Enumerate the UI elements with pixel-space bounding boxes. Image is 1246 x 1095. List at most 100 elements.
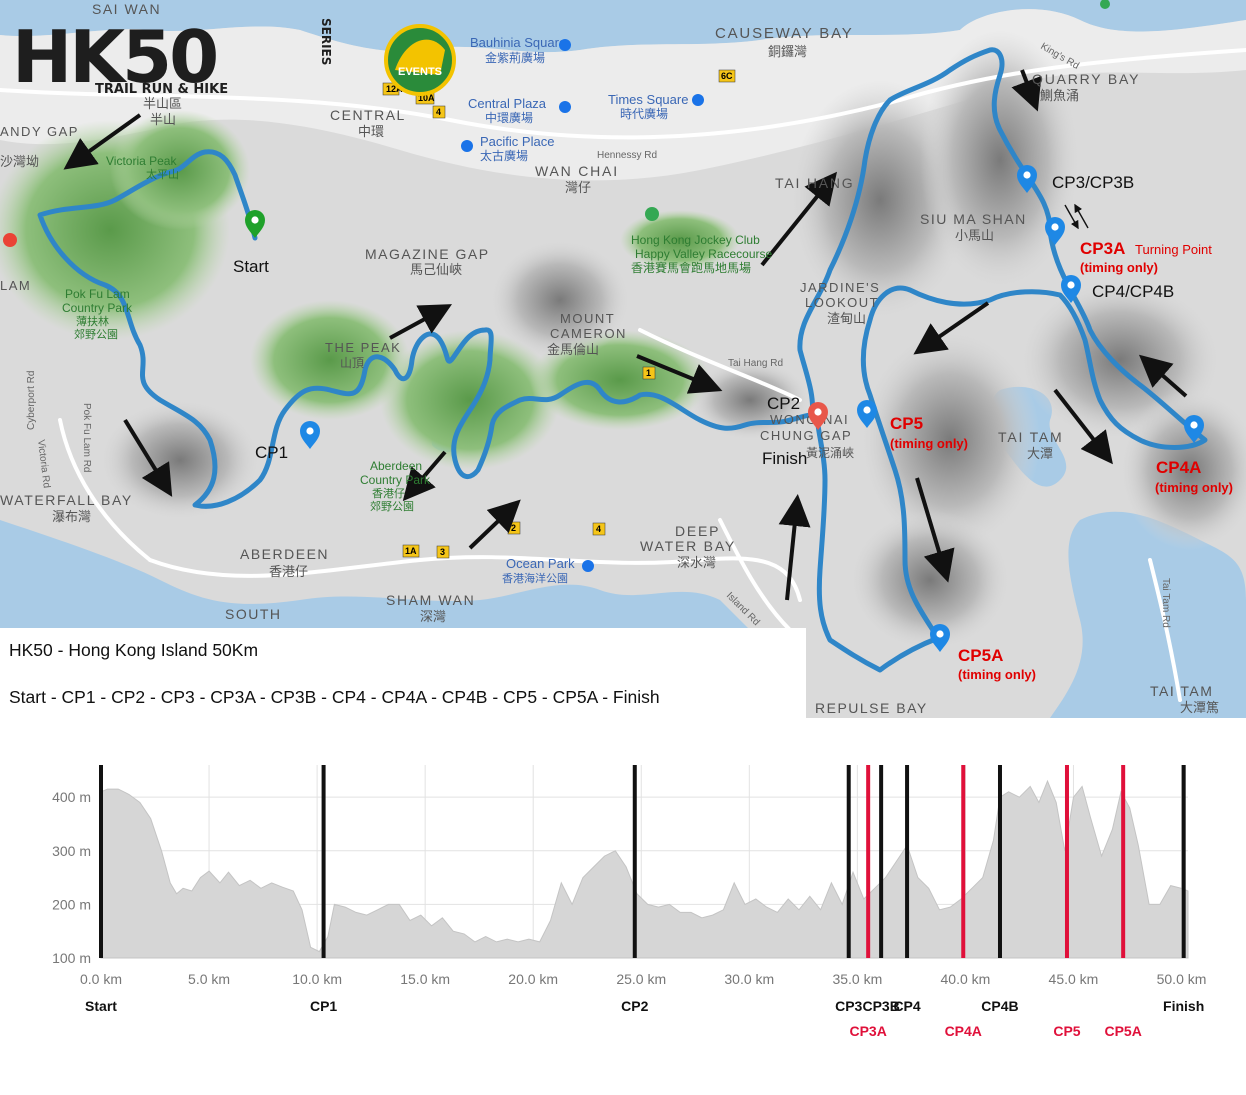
map-label: DEEP: [675, 523, 720, 539]
map-label: 深水灣: [677, 555, 716, 570]
urban-area: [0, 9, 1246, 181]
map-label: QUARRY BAY: [1032, 71, 1140, 87]
road-shields: 12A 10A 4 6C 1 4 1A 3 2: [382, 69, 736, 559]
map-label: Tai Hang Rd: [728, 358, 783, 369]
map-label: Pok Fu Lam Rd: [81, 403, 92, 472]
checkpoint-label: CP5: [1053, 1023, 1080, 1039]
checkpoint-label: Start: [85, 998, 117, 1014]
map-label: Pok Fu Lam: [65, 287, 130, 301]
events-badge: EVENTS: [384, 24, 456, 96]
map-label: 大潭篤: [1180, 700, 1219, 715]
hk50-logo: HK50 SERIES TRAIL RUN & HIKE: [12, 15, 333, 99]
map-label: 山頂: [340, 356, 364, 370]
map-labels: SAI WAN CAUSEWAY BAY 銅鑼灣 QUARRY BAY 鰂魚涌 …: [0, 1, 1219, 716]
map-label: Pacific Place: [480, 134, 554, 149]
map-label: TAI HANG: [775, 175, 854, 191]
logo-series-text: SERIES: [319, 18, 333, 65]
cp4a-note: (timing only): [1155, 480, 1233, 495]
tai-tam-bay-water: [1050, 511, 1246, 718]
checkpoint-label: CP3A: [849, 1023, 886, 1039]
checkpoint-label: CP5A: [1104, 1023, 1141, 1039]
logo-tagline: TRAIL RUN & HIKE: [95, 82, 228, 97]
svg-text:6C: 6C: [721, 71, 733, 81]
map-label: 鰂魚涌: [1040, 88, 1079, 103]
map-label: 黃泥涌峽: [806, 446, 854, 460]
map-label: Country Park: [360, 473, 431, 487]
logo-main-text: HK50: [12, 15, 216, 99]
svg-text:1: 1: [646, 368, 651, 378]
map-label: SAI WAN: [92, 1, 161, 17]
poi-icons: [3, 0, 1110, 572]
svg-text:10A: 10A: [418, 93, 435, 103]
cp5-label: CP5: [890, 414, 923, 433]
map-label: WATERFALL BAY: [0, 492, 133, 508]
map-label: 香港海洋公園: [502, 571, 568, 585]
map-label: THE PEAK: [325, 340, 401, 355]
map-label: 金紫荊廣場: [485, 50, 545, 65]
x-tick-label: 25.0 km: [616, 971, 666, 987]
map-label: WONG NAI: [770, 412, 849, 427]
map-label: 灣仔: [565, 180, 591, 195]
map-label: 中環: [358, 124, 384, 139]
map-label: WATER BAY: [640, 538, 736, 554]
map-label: 香港仔: [372, 487, 405, 500]
x-tick-label: 45.0 km: [1049, 971, 1099, 987]
map-label: 太古廣場: [480, 148, 528, 163]
map-label: 太平山: [146, 168, 179, 181]
cp4-label: CP4/CP4B: [1092, 282, 1174, 301]
map-label: TAI TAM: [998, 429, 1064, 445]
route-map[interactable]: 12A 10A 4 6C 1 4 1A 3 2 SAI WAN CAUSEWAY…: [0, 0, 1246, 718]
map-label: 渣甸山: [827, 311, 866, 326]
route-line: [37, 47, 1208, 673]
map-label: ABERDEEN: [240, 546, 329, 562]
map-label: Times Square: [608, 92, 688, 107]
map-label: SOUTH: [225, 606, 282, 622]
map-label: 香港賽馬會跑馬地馬場: [631, 260, 751, 275]
checkpoint-label: CP3: [835, 998, 862, 1014]
map-label: 郊野公園: [370, 500, 414, 513]
map-label: Ocean Park: [506, 556, 575, 571]
y-tick-label: 100 m: [52, 950, 91, 966]
map-label: Hennessy Rd: [597, 150, 657, 161]
route-title: HK50 - Hong Kong Island 50Km: [9, 640, 259, 660]
checkpoint-label: CP4A: [945, 1023, 982, 1039]
map-label: 薄扶林: [76, 314, 109, 328]
cp3a-note: (timing only): [1080, 260, 1158, 275]
x-tick-label: 5.0 km: [188, 971, 230, 987]
y-tick-label: 400 m: [52, 789, 91, 805]
map-label: 沙灣坳: [0, 154, 39, 169]
y-axis-ticks: 100 m 200 m 300 m 400 m: [52, 789, 91, 966]
turnaround-arrows: [1064, 203, 1089, 230]
map-label: 半山區: [143, 96, 182, 111]
map-label: 瀑布灣: [52, 509, 91, 524]
map-label: CAMERON: [550, 326, 627, 341]
checkpoint-label: Finish: [1163, 998, 1204, 1014]
harbour-water: [0, 0, 1246, 53]
map-label: CENTRAL: [330, 107, 406, 123]
x-tick-label: 50.0 km: [1157, 971, 1207, 987]
map-label: 香港仔: [269, 564, 308, 579]
map-label: 銅鑼灣: [768, 44, 807, 59]
map-label: 小馬山: [955, 228, 994, 243]
map-label: MOUNT: [560, 311, 615, 326]
map-label: 深灣: [420, 609, 446, 624]
x-tick-label: 15.0 km: [400, 971, 450, 987]
start-label: Start: [233, 257, 269, 276]
cp4a-label: CP4A: [1156, 458, 1201, 477]
map-label: MAGAZINE GAP: [365, 246, 490, 262]
y-tick-label: 200 m: [52, 896, 91, 912]
map-label: 金馬倫山: [547, 342, 599, 357]
map-label: Tai Tam Rd: [1160, 578, 1171, 628]
checkpoint-label: CP1: [310, 998, 337, 1014]
map-label: JARDINE'S: [800, 280, 880, 295]
map-label: 馬己仙峽: [410, 262, 462, 277]
finish-label: Finish: [762, 449, 807, 468]
checkpoint-labels: Start CP1 CP2 Finish CP3/CP3B CP3A Turni…: [233, 173, 1233, 682]
elevation-area: [100, 779, 1189, 959]
cp2-label: CP2: [767, 394, 800, 413]
map-label: Hong Kong Jockey Club: [631, 233, 760, 247]
x-tick-label: 0.0 km: [80, 971, 122, 987]
map-label: Aberdeen: [370, 459, 422, 473]
map-label: Cyberport Rd: [26, 371, 37, 430]
svg-text:1A: 1A: [405, 546, 417, 556]
